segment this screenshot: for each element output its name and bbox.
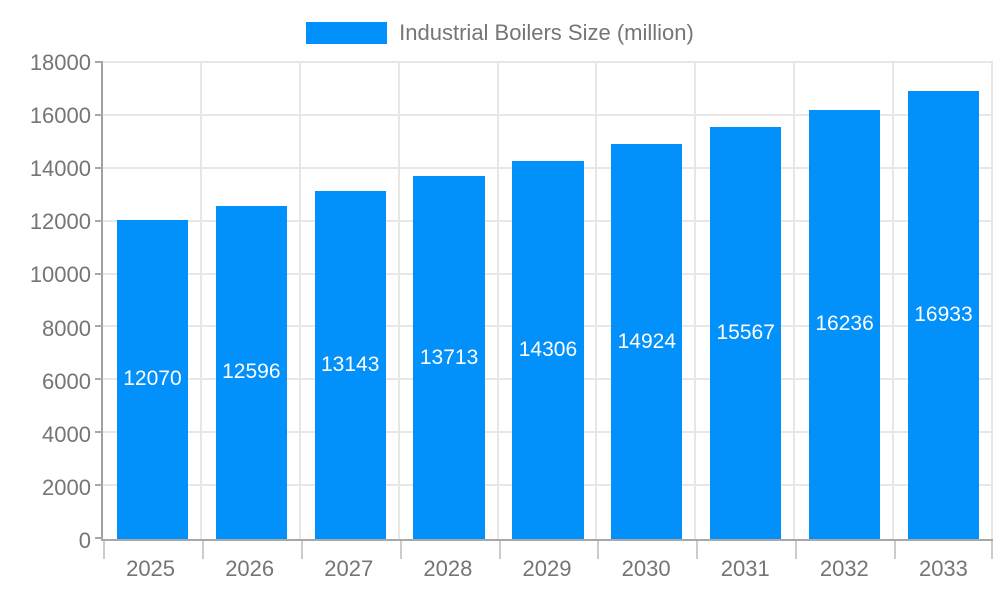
y-axis-tick-label: 10000 — [29, 262, 91, 288]
gridline-vertical — [397, 63, 400, 539]
bar-2029[interactable]: 14306 — [512, 160, 584, 539]
x-axis-tick-label: 2026 — [225, 556, 275, 581]
x-axis-tick — [597, 541, 600, 559]
x-axis-tick — [399, 541, 402, 559]
x-axis-tick-label: 2027 — [324, 556, 374, 581]
x-axis-tick-label: 2029 — [522, 556, 572, 581]
gridline-vertical — [298, 63, 301, 539]
x-axis-tick-label: 2030 — [621, 556, 671, 581]
bar-value-label: 16933 — [914, 303, 973, 327]
bar-2026[interactable]: 12596 — [215, 205, 287, 539]
y-axis-tick-label: 18000 — [29, 50, 91, 75]
legend-label: Industrial Boilers Size (million) — [399, 20, 694, 45]
bar-value-label: 12596 — [222, 360, 281, 384]
gridline-vertical — [694, 63, 697, 539]
x-axis-tick — [498, 541, 501, 559]
y-axis-tick-label: 16000 — [29, 103, 91, 129]
x-axis-tick — [201, 541, 204, 559]
x-axis-tick-label: 2032 — [819, 556, 869, 581]
bar-value-label: 14306 — [518, 337, 578, 361]
legend-swatch — [306, 22, 388, 44]
bar-cell: 16933 — [894, 63, 993, 539]
gridline-vertical — [793, 63, 796, 539]
x-axis: 2025 2026 2027 2028 2029 2030 2031 2032 2033 — [101, 556, 993, 582]
bar-value-label: 13713 — [419, 345, 479, 369]
gridline-vertical — [991, 63, 993, 539]
y-axis-tick-label: 4000 — [42, 421, 91, 447]
bar-cell: 13713 — [400, 63, 499, 539]
y-axis-tick — [95, 61, 103, 63]
y-axis-tick-label: 12000 — [29, 209, 91, 235]
gridline-vertical — [595, 63, 598, 539]
bar-cell: 14306 — [499, 63, 598, 539]
bar-cell: 13143 — [301, 63, 400, 539]
y-axis-tick — [95, 537, 103, 539]
bar-2027[interactable]: 13143 — [314, 191, 386, 539]
bar-value-label: 16236 — [815, 312, 874, 336]
gridline-horizontal — [103, 61, 993, 63]
x-axis-tick — [894, 541, 897, 559]
plot-area: 12070 12596 13143 13713 14306 14924 15567 16236… — [95, 61, 993, 559]
bar-value-label: 13143 — [320, 353, 380, 377]
x-axis-tick-label: 2025 — [126, 556, 176, 581]
y-axis-tick-label: 2000 — [42, 474, 91, 500]
x-axis-tick-label: 2031 — [720, 556, 770, 581]
bar-2031[interactable]: 15567 — [710, 127, 782, 539]
bar-cell: 16236 — [795, 63, 894, 539]
y-axis-tick — [95, 431, 103, 434]
gridline-horizontal — [103, 113, 993, 116]
y-axis-tick — [95, 166, 103, 169]
y-axis-tick — [95, 272, 103, 275]
y-axis: 0 2000 4000 6000 8000 10000 12000 14000 16000 180… — [0, 52, 91, 552]
bar-value-label: 15567 — [716, 321, 775, 345]
bar-cell: 12070 — [103, 63, 202, 539]
bar-cell: 12596 — [202, 63, 301, 539]
bars-row: 12070 12596 13143 13713 14306 14924 15567 16236… — [103, 63, 993, 539]
bar-2030[interactable]: 14924 — [611, 144, 683, 539]
bar-2025[interactable]: 12070 — [116, 219, 189, 539]
x-axis-tick — [696, 541, 699, 559]
bar-cell: 15567 — [696, 63, 795, 539]
x-axis-tick — [795, 541, 798, 559]
x-axis-tick — [991, 541, 993, 559]
gridline-vertical — [892, 63, 895, 539]
y-axis-tick-label: 6000 — [42, 368, 91, 394]
x-axis-tick-label: 2028 — [423, 556, 473, 581]
gridline-vertical — [496, 63, 499, 539]
y-axis-tick-label: 14000 — [29, 156, 91, 182]
y-axis-tick — [95, 113, 103, 116]
bar-value-label: 12070 — [123, 367, 182, 391]
gridline-vertical — [199, 63, 202, 539]
y-axis-tick-label: 0 — [78, 528, 91, 553]
bar-2033[interactable]: 16933 — [907, 91, 980, 539]
y-axis-tick — [95, 219, 103, 222]
bar-2032[interactable]: 16236 — [808, 109, 881, 539]
legend[interactable]: Industrial Boilers Size (million) — [0, 20, 1000, 46]
x-axis-tick — [103, 541, 105, 559]
y-axis-tick — [95, 325, 103, 328]
y-axis-tick — [95, 484, 103, 487]
bar-value-label: 14924 — [617, 329, 677, 353]
y-axis-tick — [95, 378, 103, 381]
bar-2028[interactable]: 13713 — [413, 176, 485, 539]
x-axis-tick — [300, 541, 303, 559]
bar-cell: 14924 — [597, 63, 696, 539]
y-axis-tick-label: 8000 — [42, 315, 91, 341]
x-axis-tick-label: 2033 — [918, 556, 968, 581]
